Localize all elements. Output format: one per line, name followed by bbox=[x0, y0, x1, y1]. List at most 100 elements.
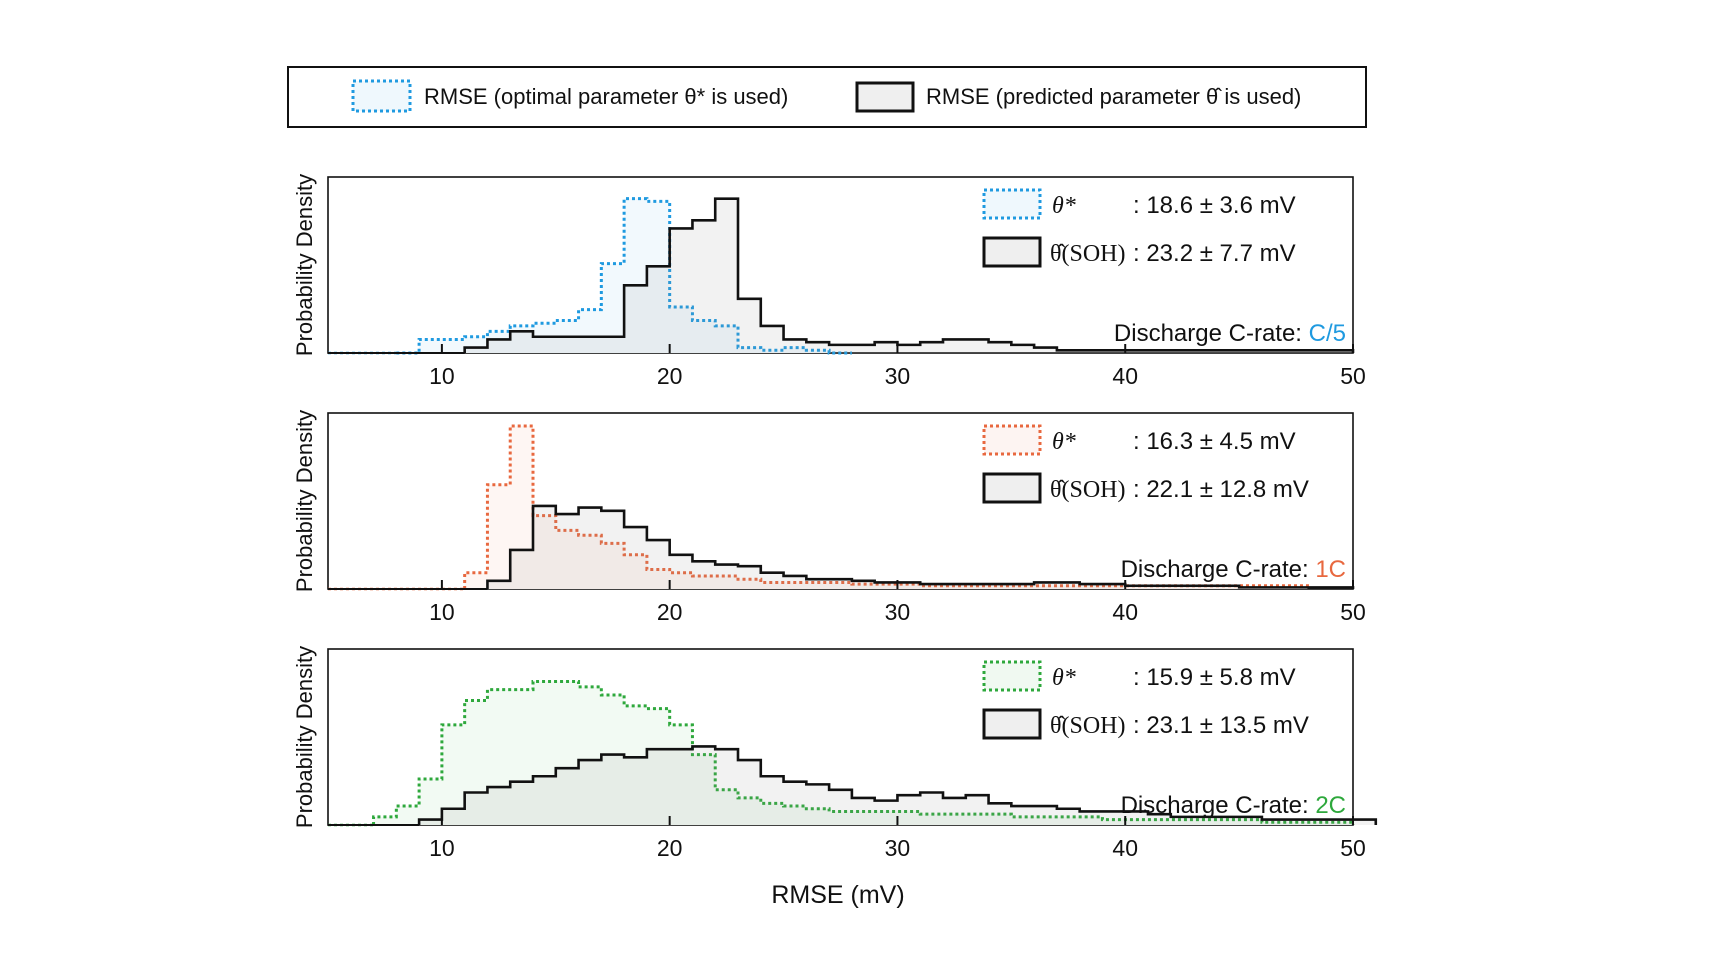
panel-legend-predicted-name: θ̂(SOH) bbox=[1050, 713, 1126, 739]
bar-predicted-14 bbox=[533, 506, 556, 589]
condition-prefix: Discharge C-rate: bbox=[1114, 320, 1309, 347]
histogram-optimal-fill bbox=[373, 681, 1353, 825]
bar-predicted-33 bbox=[966, 584, 989, 589]
histogram-predicted bbox=[417, 745, 1378, 825]
bar-predicted-27 bbox=[829, 345, 852, 353]
bar-predicted-18 bbox=[624, 285, 647, 353]
bar-predicted-26 bbox=[806, 579, 829, 589]
panel-legend-optimal-swatch bbox=[982, 660, 1042, 692]
bar-predicted-25 bbox=[784, 339, 807, 353]
bar-predicted-23 bbox=[738, 566, 761, 589]
panel-legend-predicted-stat: : 23.2 ± 7.7 mV bbox=[1133, 240, 1296, 267]
panel-1c: 10 20 30 40 50 Probability Density θ*: 16.3 ± … bbox=[292, 410, 1366, 625]
x-tick-label: 40 bbox=[1112, 599, 1138, 625]
bar-predicted-44 bbox=[1216, 350, 1239, 353]
bar-predicted-17 bbox=[601, 755, 624, 825]
bar-predicted-33 bbox=[966, 795, 989, 825]
histogram-predicted-fill bbox=[419, 746, 1376, 825]
bar-predicted-11 bbox=[465, 348, 488, 353]
bar-predicted-32 bbox=[943, 584, 966, 589]
panel-legend-predicted-stat: : 22.1 ± 12.8 mV bbox=[1133, 476, 1309, 503]
bar-predicted-13 bbox=[510, 782, 533, 825]
bar-predicted-48 bbox=[1307, 820, 1330, 825]
x-tick-label: 20 bbox=[657, 599, 683, 625]
panel-legend-predicted-name: θ̂(SOH) bbox=[1050, 477, 1126, 503]
panel-legend-optimal-stat: : 16.3 ± 4.5 mV bbox=[1133, 428, 1296, 455]
bar-optimal-11 bbox=[465, 573, 488, 589]
bar-predicted-48 bbox=[1307, 587, 1330, 589]
bar-predicted-25 bbox=[784, 576, 807, 589]
panel-legend-predicted-swatch bbox=[982, 236, 1042, 268]
bar-optimal-10 bbox=[442, 339, 465, 353]
x-tick-label: 20 bbox=[657, 363, 683, 389]
bar-predicted-41 bbox=[1148, 350, 1171, 353]
x-tick-label: 30 bbox=[885, 363, 911, 389]
bar-predicted-22 bbox=[715, 749, 738, 825]
bar-predicted-38 bbox=[1080, 584, 1103, 589]
bar-predicted-49 bbox=[1330, 350, 1353, 353]
bar-predicted-25 bbox=[784, 782, 807, 825]
histogram-predicted-fill bbox=[487, 505, 1353, 589]
histogram-optimal bbox=[396, 197, 852, 355]
condition-label: Discharge C-rate: 1C bbox=[1121, 556, 1346, 583]
bar-predicted-13 bbox=[510, 331, 533, 353]
bar-predicted-21 bbox=[692, 746, 715, 825]
bar-predicted-37 bbox=[1057, 582, 1080, 589]
bar-predicted-47 bbox=[1285, 820, 1308, 825]
panel-legend-optimal-name: θ* bbox=[1052, 429, 1076, 455]
x-tick-label: 20 bbox=[657, 835, 683, 861]
bar-predicted-15 bbox=[556, 514, 579, 589]
panel-legend-optimal-name: θ* bbox=[1052, 665, 1076, 691]
bar-predicted-24 bbox=[761, 776, 784, 825]
bar-predicted-23 bbox=[738, 760, 761, 825]
x-tick-label: 50 bbox=[1340, 835, 1366, 861]
bar-predicted-39 bbox=[1102, 350, 1125, 353]
y-axis-label: Probability Density bbox=[292, 174, 317, 356]
condition-label: Discharge C-rate: 2C bbox=[1121, 792, 1346, 819]
bar-predicted-30 bbox=[897, 795, 920, 825]
bar-predicted-20 bbox=[670, 749, 693, 825]
x-tick-label: 40 bbox=[1112, 363, 1138, 389]
histogram-predicted bbox=[463, 197, 1355, 353]
bar-predicted-32 bbox=[943, 798, 966, 825]
panel-legend-optimal-swatch bbox=[982, 188, 1042, 220]
bar-predicted-9 bbox=[419, 820, 442, 825]
bar-predicted-12 bbox=[487, 581, 510, 589]
bar-predicted-35 bbox=[1011, 806, 1034, 825]
bar-optimal-7 bbox=[374, 817, 397, 825]
x-tick-label: 30 bbox=[885, 835, 911, 861]
histogram-predicted-fill bbox=[464, 198, 1354, 353]
panel-2c: 10 20 30 40 50 Probability Density θ*: 15.9 ± … bbox=[292, 646, 1378, 861]
bar-predicted-36 bbox=[1034, 348, 1057, 353]
histogram-optimal-fill bbox=[464, 426, 1308, 589]
bar-predicted-21 bbox=[692, 220, 715, 353]
bar-predicted-34 bbox=[989, 584, 1012, 589]
bar-predicted-19 bbox=[647, 266, 670, 353]
bar-predicted-24 bbox=[761, 573, 784, 589]
bar-predicted-20 bbox=[670, 555, 693, 589]
histogram-predicted bbox=[486, 504, 1355, 589]
bar-predicted-34 bbox=[989, 342, 1012, 353]
bar-predicted-23 bbox=[738, 299, 761, 353]
bar-predicted-46 bbox=[1262, 350, 1285, 353]
bar-predicted-27 bbox=[829, 579, 852, 589]
bar-predicted-35 bbox=[1011, 345, 1034, 353]
bar-predicted-26 bbox=[806, 784, 829, 825]
bar-predicted-33 bbox=[966, 339, 989, 353]
bar-predicted-42 bbox=[1171, 350, 1194, 353]
x-tick-label: 10 bbox=[429, 835, 455, 861]
bar-predicted-18 bbox=[624, 527, 647, 589]
bar-predicted-29 bbox=[875, 582, 898, 589]
bar-predicted-46 bbox=[1262, 587, 1285, 589]
bar-predicted-19 bbox=[647, 540, 670, 589]
bar-predicted-15 bbox=[556, 337, 579, 353]
x-tick-label: 10 bbox=[429, 363, 455, 389]
x-tick-label: 50 bbox=[1340, 599, 1366, 625]
bar-predicted-28 bbox=[852, 581, 875, 589]
bar-predicted-46 bbox=[1262, 820, 1285, 825]
y-axis-label: Probability Density bbox=[292, 410, 317, 592]
bar-predicted-20 bbox=[670, 228, 693, 353]
bar-predicted-48 bbox=[1307, 350, 1330, 353]
bar-predicted-28 bbox=[852, 798, 875, 825]
